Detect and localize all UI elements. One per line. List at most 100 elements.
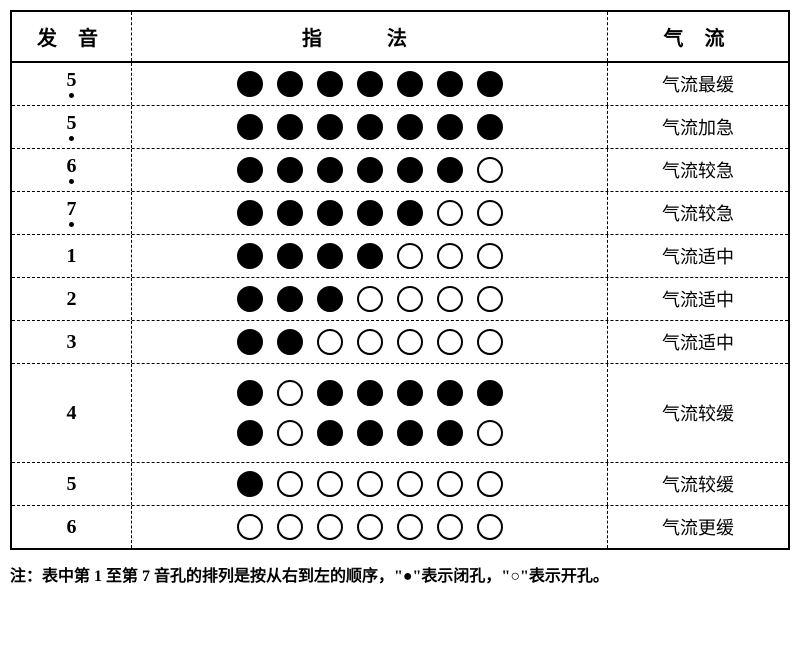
note-number: 6 (67, 156, 77, 176)
note-number: 5 (67, 113, 77, 133)
open-hole-icon (357, 514, 383, 540)
closed-hole-icon (437, 71, 463, 97)
table-row: 4气流较缓 (12, 364, 788, 463)
open-hole-icon (397, 286, 423, 312)
fingering-cell (132, 506, 608, 548)
note-label: 2 (67, 289, 77, 309)
note-label: 5 (67, 70, 77, 98)
closed-hole-icon (237, 243, 263, 269)
open-hole-icon (397, 514, 423, 540)
closed-hole-icon (397, 380, 423, 406)
open-hole-icon (317, 471, 343, 497)
note-cell: 3 (12, 321, 132, 363)
closed-hole-icon (437, 380, 463, 406)
low-octave-dot-icon (69, 93, 74, 98)
closed-hole-icon (237, 157, 263, 183)
note-cell: 1 (12, 235, 132, 277)
closed-hole-icon (397, 157, 423, 183)
closed-hole-icon (397, 200, 423, 226)
note-cell: 4 (12, 364, 132, 462)
open-hole-icon (437, 471, 463, 497)
open-hole-icon (397, 243, 423, 269)
closed-hole-icon (357, 157, 383, 183)
fingering-cell (132, 235, 608, 277)
open-hole-icon (437, 286, 463, 312)
header-airflow: 气 流 (608, 12, 788, 61)
hole-row (237, 420, 503, 446)
closed-hole-icon (357, 420, 383, 446)
note-label: 7 (67, 199, 77, 227)
closed-hole-icon (317, 420, 343, 446)
closed-hole-icon (237, 380, 263, 406)
note-label: 5 (67, 474, 77, 494)
open-hole-icon (477, 286, 503, 312)
open-hole-icon (277, 380, 303, 406)
note-number: 1 (67, 246, 77, 266)
closed-hole-icon (317, 71, 343, 97)
table-row: 6气流更缓 (12, 506, 788, 548)
fingering-cell (132, 463, 608, 505)
open-hole-icon (237, 514, 263, 540)
note-cell: 5 (12, 106, 132, 148)
note-number: 7 (67, 199, 77, 219)
note-cell: 6 (12, 149, 132, 191)
hole-row (237, 243, 503, 269)
open-hole-icon (477, 471, 503, 497)
open-hole-icon (317, 514, 343, 540)
closed-hole-icon (277, 329, 303, 355)
open-hole-icon (477, 243, 503, 269)
closed-hole-icon (277, 114, 303, 140)
airflow-cell: 气流适中 (608, 278, 788, 320)
closed-hole-icon (237, 471, 263, 497)
open-hole-icon (437, 243, 463, 269)
open-hole-icon (357, 471, 383, 497)
airflow-cell: 气流较急 (608, 192, 788, 234)
closed-hole-icon (277, 200, 303, 226)
closed-hole-icon (277, 243, 303, 269)
closed-hole-icon (357, 380, 383, 406)
hole-row (237, 114, 503, 140)
open-hole-icon (477, 329, 503, 355)
rows-container: 5气流最缓5气流加急6气流较急7气流较急1气流适中2气流适中3气流适中4气流较缓… (12, 63, 788, 548)
closed-hole-icon (317, 114, 343, 140)
airflow-cell: 气流加急 (608, 106, 788, 148)
open-hole-icon (437, 329, 463, 355)
open-hole-icon (477, 200, 503, 226)
airflow-cell: 气流较急 (608, 149, 788, 191)
closed-hole-icon (357, 243, 383, 269)
table-row: 1气流适中 (12, 235, 788, 278)
closed-hole-icon (477, 71, 503, 97)
fingering-cell (132, 63, 608, 105)
closed-hole-icon (317, 286, 343, 312)
hole-row (237, 286, 503, 312)
closed-hole-icon (237, 114, 263, 140)
hole-row (237, 329, 503, 355)
closed-hole-icon (317, 380, 343, 406)
closed-hole-icon (317, 243, 343, 269)
open-hole-icon (477, 420, 503, 446)
note-number: 5 (67, 474, 77, 494)
note-label: 5 (67, 113, 77, 141)
footnote: 注：表中第 1 至第 7 音孔的排列是按从右到左的顺序，"●"表示闭孔，"○"表… (10, 562, 790, 586)
closed-hole-icon (437, 114, 463, 140)
closed-hole-icon (237, 200, 263, 226)
hole-row (237, 471, 503, 497)
note-cell: 2 (12, 278, 132, 320)
note-label: 6 (67, 156, 77, 184)
table-row: 3气流适中 (12, 321, 788, 364)
closed-hole-icon (477, 380, 503, 406)
open-hole-icon (437, 200, 463, 226)
note-number: 5 (67, 70, 77, 90)
closed-hole-icon (237, 286, 263, 312)
hole-row (237, 380, 503, 406)
closed-hole-icon (317, 157, 343, 183)
hole-row (237, 200, 503, 226)
fingering-cell (132, 149, 608, 191)
open-hole-icon (477, 157, 503, 183)
hole-row (237, 157, 503, 183)
note-cell: 6 (12, 506, 132, 548)
closed-hole-icon (477, 114, 503, 140)
fingering-cell (132, 364, 608, 462)
note-number: 3 (67, 332, 77, 352)
header-fingering: 指 法 (132, 12, 608, 61)
